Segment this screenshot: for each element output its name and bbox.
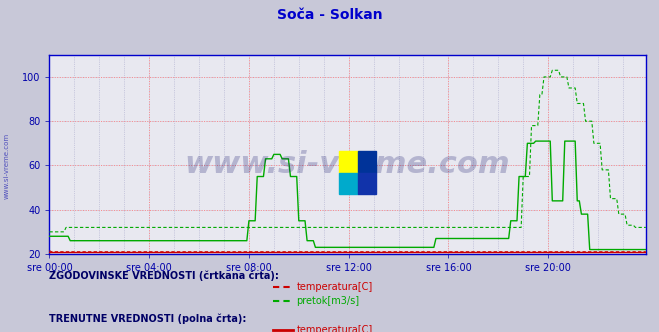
Text: TRENUTNE VREDNOSTI (polna črta):: TRENUTNE VREDNOSTI (polna črta): (49, 314, 247, 324)
Text: www.si-vreme.com: www.si-vreme.com (185, 150, 511, 179)
Text: temperatura[C]: temperatura[C] (297, 282, 373, 291)
Text: Soča - Solkan: Soča - Solkan (277, 8, 382, 22)
Text: ZGODOVINSKE VREDNOSTI (črtkana črta):: ZGODOVINSKE VREDNOSTI (črtkana črta): (49, 271, 279, 281)
Text: www.si-vreme.com: www.si-vreme.com (3, 133, 9, 199)
Text: temperatura[C]: temperatura[C] (297, 325, 373, 332)
Text: pretok[m3/s]: pretok[m3/s] (297, 296, 360, 306)
